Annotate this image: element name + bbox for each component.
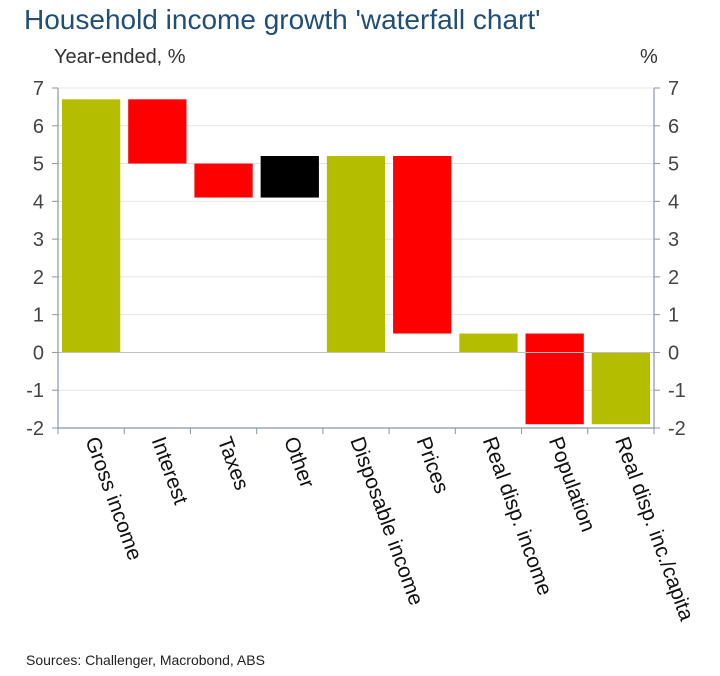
- y-tick-label-left: -1: [26, 380, 44, 402]
- axes: [52, 87, 660, 434]
- x-tick-label: Other: [279, 434, 319, 491]
- x-tick-label: Gross income: [80, 434, 146, 564]
- bar-interest: [128, 99, 187, 164]
- x-tick-label: Real disp. inc./capita: [610, 434, 698, 624]
- x-tick-label: Interest: [147, 434, 193, 508]
- y-tick-label-right: 4: [668, 191, 679, 213]
- y-axis-label-left: Year-ended, %: [54, 46, 186, 68]
- y-tick-label-right: 1: [668, 305, 679, 327]
- y-tick-label-left: 1: [33, 305, 44, 327]
- y-tick-label-right: 6: [668, 116, 679, 138]
- y-tick-label-left: 3: [33, 229, 44, 251]
- y-tick-label-right: 3: [668, 229, 679, 251]
- source-note: Sources: Challenger, Macrobond, ABS: [26, 652, 265, 668]
- y-tick-label-right: 5: [668, 154, 679, 176]
- y-tick-label-right: 2: [668, 267, 679, 289]
- y-tick-label-left: 4: [33, 191, 44, 213]
- x-tick-label: Taxes: [213, 434, 253, 493]
- y-tick-label-left: 5: [33, 154, 44, 176]
- y-tick-label-left: 7: [33, 78, 44, 100]
- y-tick-label-left: 6: [33, 116, 44, 138]
- y-tick-label-right: -1: [668, 380, 686, 402]
- bars: [61, 99, 651, 425]
- y-tick-label-left: 2: [33, 267, 44, 289]
- y-tick-label-right: 7: [668, 78, 679, 100]
- waterfall-chart: -2 -2 -1 -1 0 0 1 1 2 2 3 3 4 4 5 5 6 6 7 7 Gross income Inte…: [26, 78, 698, 624]
- bar-taxes: [194, 163, 253, 198]
- x-tick-label: Disposable income: [345, 434, 427, 609]
- y-tick-label-right: 0: [668, 342, 679, 364]
- x-tick-label: Prices: [412, 434, 454, 497]
- chart-title: Household income growth 'waterfall chart…: [24, 4, 541, 35]
- bar-real-disp-income: [459, 333, 518, 353]
- y-tick-label-left: 0: [33, 342, 44, 364]
- bar-gross-income: [61, 99, 121, 353]
- y-tick-label-right: -2: [668, 418, 686, 440]
- bar-population: [525, 333, 584, 425]
- bar-real-disp-inc-capita: [591, 352, 651, 425]
- bar-disposable-income: [326, 156, 386, 353]
- bar-prices: [393, 156, 452, 334]
- x-tick-label: Population: [544, 434, 600, 535]
- y-tick-label-left: -2: [26, 418, 44, 440]
- bar-other: [260, 156, 319, 198]
- y-axis-label-right: %: [640, 46, 658, 68]
- x-tick-label: Real disp. income: [478, 434, 557, 599]
